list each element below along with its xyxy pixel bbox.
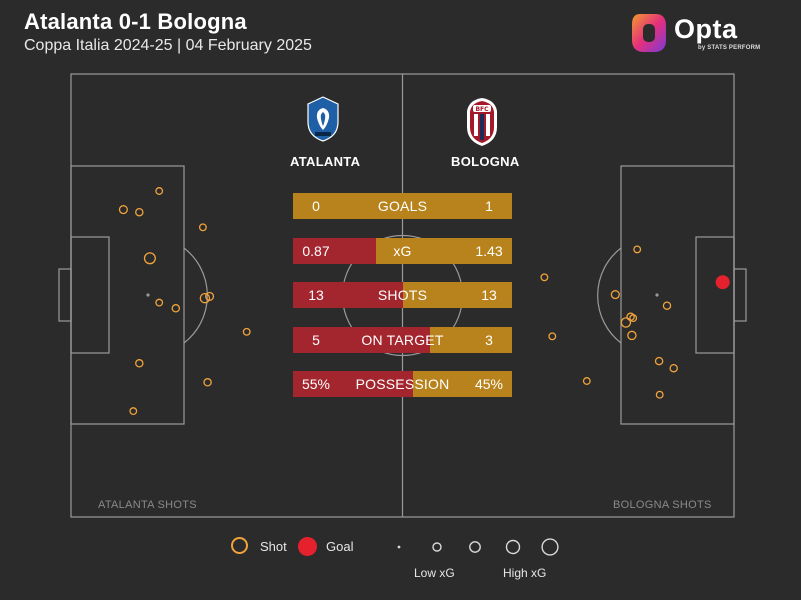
away-shot-marker bbox=[629, 314, 638, 323]
home-stat-value: 55% bbox=[301, 376, 331, 392]
home-shot-marker bbox=[135, 207, 144, 217]
home-penalty-spot bbox=[146, 293, 150, 297]
xg-scale-circle bbox=[432, 542, 442, 552]
shot-markers bbox=[118, 187, 730, 416]
xg-scale-circle bbox=[505, 539, 521, 555]
xg-scale-circle bbox=[397, 545, 401, 549]
stat-row-xg: 0.87 xG 1.43 bbox=[293, 238, 512, 264]
brand-name: Opta bbox=[674, 14, 738, 44]
home-shot-marker bbox=[155, 298, 164, 307]
goal-legend-icon bbox=[298, 537, 317, 556]
home-stat-value: 0.87 bbox=[302, 243, 330, 259]
away-goal-marker bbox=[715, 275, 730, 290]
away-shot-marker bbox=[662, 301, 672, 310]
shot-legend-icon bbox=[231, 537, 248, 554]
stat-label: SHOTS bbox=[377, 287, 428, 303]
away-shots-caption: BOLOGNA SHOTS bbox=[613, 499, 712, 511]
home-shot-marker bbox=[171, 304, 181, 313]
away-stat-value: 3 bbox=[485, 332, 493, 348]
home-shots-caption: ATALANTA SHOTS bbox=[98, 499, 197, 511]
away-stat-bar bbox=[413, 371, 512, 397]
home-goal bbox=[58, 268, 72, 322]
away-stat-value: 1.43 bbox=[475, 243, 503, 259]
away-penalty-arc bbox=[597, 247, 622, 344]
shot-legend-label: Shot bbox=[260, 539, 287, 554]
home-stat-bar bbox=[293, 371, 413, 397]
away-shot-marker bbox=[582, 377, 591, 385]
away-penalty-spot bbox=[655, 293, 659, 297]
home-penalty-area bbox=[70, 165, 185, 425]
away-stat-bar bbox=[403, 282, 512, 308]
away-team-name: BOLOGNA bbox=[451, 154, 520, 169]
away-stat-bar bbox=[293, 193, 512, 219]
xg-scale-circle bbox=[541, 538, 559, 556]
away-goal bbox=[733, 268, 747, 322]
away-stat-bar bbox=[376, 238, 512, 264]
away-shot-marker bbox=[633, 245, 642, 254]
home-stat-value: 13 bbox=[308, 287, 324, 303]
stat-label: GOALS bbox=[377, 198, 428, 214]
bologna-crest-icon: BFC bbox=[467, 98, 497, 146]
away-shot-marker bbox=[620, 317, 632, 328]
home-stat-bar bbox=[293, 238, 376, 264]
away-shot-marker bbox=[655, 390, 664, 399]
away-shot-marker bbox=[548, 332, 557, 341]
stat-row-goals: 0 GOALS 1 bbox=[293, 193, 512, 219]
stat-label: ON TARGET bbox=[361, 332, 444, 348]
opta-logo-icon bbox=[632, 14, 666, 52]
home-six-yard-box bbox=[70, 236, 110, 354]
away-shot-marker bbox=[540, 273, 549, 282]
away-shot-marker bbox=[610, 290, 620, 300]
home-shot-marker bbox=[135, 359, 144, 368]
brand-tagline: by STATS PERFORM bbox=[698, 45, 761, 51]
stat-label: POSSESSION bbox=[355, 376, 450, 392]
stat-row-possession: 55% POSSESSION 45% bbox=[293, 371, 512, 397]
away-stat-value: 13 bbox=[481, 287, 497, 303]
home-shot-marker bbox=[203, 378, 212, 387]
match-subtitle: Coppa Italia 2024-25 | 04 February 2025 bbox=[24, 37, 312, 54]
home-stat-bar bbox=[293, 327, 430, 353]
away-stat-value: 45% bbox=[474, 376, 504, 392]
xg-scale-circle bbox=[469, 541, 481, 553]
home-shot-marker bbox=[199, 292, 211, 304]
stat-row-on-target: 5 ON TARGET 3 bbox=[293, 327, 512, 353]
home-team-name: ATALANTA bbox=[290, 154, 361, 169]
home-shot-marker bbox=[198, 223, 207, 232]
xg-scale bbox=[397, 538, 559, 556]
away-shot-marker bbox=[654, 356, 664, 366]
home-shot-marker bbox=[143, 252, 156, 265]
home-stat-value: 0 bbox=[312, 198, 320, 214]
away-penalty-area bbox=[620, 165, 735, 425]
home-shot-marker bbox=[129, 407, 138, 416]
stat-label: xG bbox=[393, 243, 412, 259]
home-stat-bar bbox=[293, 282, 403, 308]
home-shot-marker bbox=[118, 205, 128, 215]
home-penalty-arc bbox=[183, 247, 208, 344]
home-shot-marker bbox=[155, 187, 164, 195]
away-stat-bar bbox=[430, 327, 512, 353]
match-title: Atalanta 0-1 Bologna bbox=[24, 9, 247, 34]
high-xg-label: High xG bbox=[503, 566, 547, 580]
away-shot-marker bbox=[669, 363, 678, 373]
stat-row-shots: 13 SHOTS 13 bbox=[293, 282, 512, 308]
home-stat-value: 5 bbox=[312, 332, 320, 348]
away-six-yard-box bbox=[695, 236, 735, 354]
brand-logo: Opta by STATS PERFORM bbox=[630, 12, 770, 56]
svg-text:BFC: BFC bbox=[475, 106, 489, 113]
away-stat-value: 1 bbox=[485, 198, 493, 214]
low-xg-label: Low xG bbox=[414, 566, 455, 580]
goal-legend-label: Goal bbox=[326, 539, 354, 554]
away-shot-marker bbox=[627, 330, 637, 341]
atalanta-crest-icon bbox=[307, 96, 339, 142]
home-shot-marker bbox=[242, 327, 251, 336]
